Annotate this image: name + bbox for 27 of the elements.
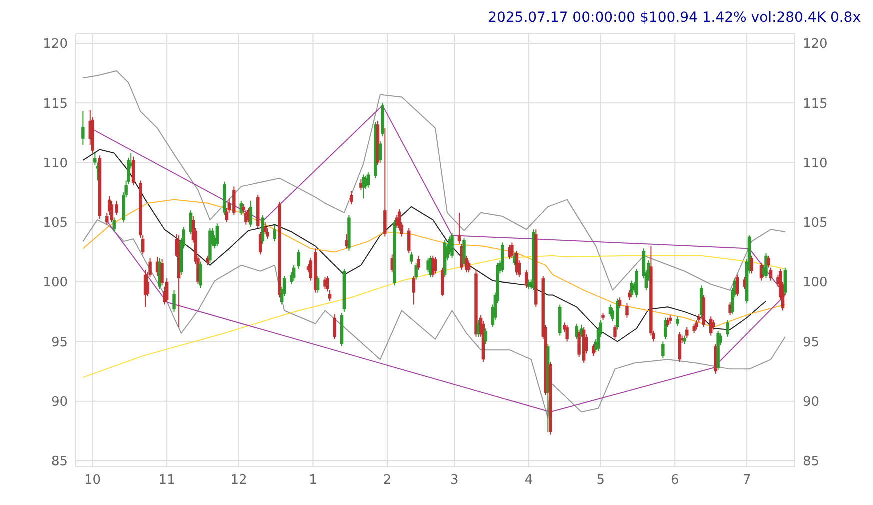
y-tick-label: 115 xyxy=(43,96,68,112)
y2-tick-label: 110 xyxy=(803,156,828,172)
x-tick-label: 7 xyxy=(742,473,752,488)
y-tick-label: 100 xyxy=(43,276,68,291)
y2-tick-label: 95 xyxy=(803,335,820,350)
x-tick-label: 5 xyxy=(596,473,606,488)
x-tick-label: 4 xyxy=(524,473,534,488)
x-tick-label: 12 xyxy=(230,473,248,488)
y-tick-label: 85 xyxy=(51,454,68,470)
y2-tick-label: 120 xyxy=(803,37,828,52)
y2-tick-label: 100 xyxy=(803,276,828,291)
x-tick-label: 11 xyxy=(158,473,176,488)
x-tick-label: 6 xyxy=(671,473,680,488)
x-tick-label: 10 xyxy=(84,473,102,488)
y-tick-label: 110 xyxy=(43,156,68,172)
x-tick-label: 3 xyxy=(450,473,459,488)
y-tick-label: 105 xyxy=(43,216,68,232)
x-tick-label: 1 xyxy=(309,473,318,488)
y2-tick-label: 90 xyxy=(803,395,820,410)
y2-tick-label: 85 xyxy=(803,454,820,470)
y-tick-label: 90 xyxy=(51,395,68,410)
text: 2025.07.17 00:00:00 $100.94 1.42% vol:280.4K 0.8x xyxy=(488,10,861,26)
y-tick-label: 120 xyxy=(43,37,68,52)
y-tick-label: 95 xyxy=(51,335,68,350)
y2-tick-label: 115 xyxy=(803,96,828,112)
x-tick-label: 2 xyxy=(383,473,392,488)
y2-tick-label: 105 xyxy=(803,216,828,232)
